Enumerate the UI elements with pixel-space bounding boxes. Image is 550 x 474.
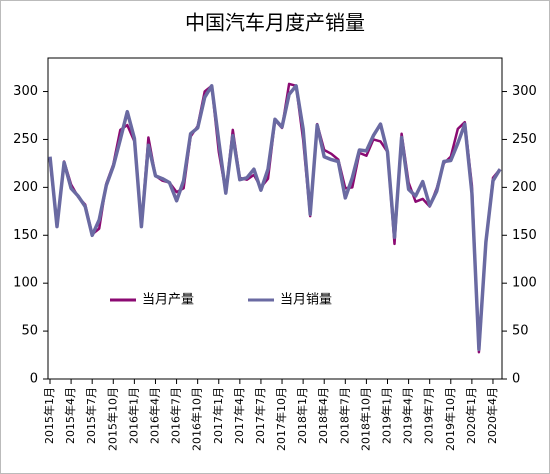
y2-tick-label: 100 — [512, 276, 537, 291]
y2-tick-label: 300 — [512, 84, 537, 99]
x-tick-label: 2017年1月 — [211, 387, 225, 444]
x-tick-label: 2017年4月 — [232, 387, 246, 444]
y2-tick-label: 150 — [512, 228, 537, 243]
x-tick-label: 2018年10月 — [358, 387, 372, 451]
y-tick-label: 0 — [30, 372, 38, 387]
y-tick-label: 250 — [13, 132, 38, 147]
x-tick-label: 2018年4月 — [316, 387, 330, 444]
y2-tick-label: 200 — [512, 180, 537, 195]
y2-tick-label: 0 — [512, 372, 520, 387]
x-tick-label: 2015年1月 — [42, 387, 56, 444]
y-tick-label: 200 — [13, 180, 38, 195]
x-tick-label: 2019年10月 — [443, 387, 457, 451]
series-line — [48, 84, 502, 352]
x-tick-label: 2017年10月 — [274, 387, 288, 451]
x-tick-label: 2017年7月 — [253, 387, 267, 444]
x-tick-label: 2019年1月 — [380, 387, 394, 444]
x-tick-label: 2016年1月 — [126, 387, 140, 444]
x-tick-label: 2018年1月 — [295, 387, 309, 444]
y-tick-label: 100 — [13, 276, 38, 291]
y-tick-label: 300 — [13, 84, 38, 99]
legend-label: 当月产量 — [142, 293, 194, 308]
x-tick-label: 2020年1月 — [464, 387, 478, 444]
y-tick-label: 50 — [21, 324, 38, 339]
x-tick-label: 2019年4月 — [401, 387, 415, 444]
y2-tick-label: 250 — [512, 132, 537, 147]
chart-title: 中国汽车月度产销量 — [185, 11, 365, 35]
plot-area — [47, 57, 503, 380]
x-tick-label: 2015年4月 — [63, 387, 77, 444]
y2-tick-label: 50 — [512, 324, 529, 339]
x-tick-label: 2020年4月 — [485, 387, 499, 444]
x-tick-label: 2016年10月 — [190, 387, 204, 451]
x-tick-label: 2016年4月 — [147, 387, 161, 444]
x-tick-label: 2015年10月 — [105, 387, 119, 451]
legend-label: 当月销量 — [280, 293, 332, 308]
x-tick-label: 2018年7月 — [337, 387, 351, 444]
x-tick-label: 2019年7月 — [422, 387, 436, 444]
x-tick-label: 2016年7月 — [169, 387, 183, 444]
y-tick-label: 150 — [13, 228, 38, 243]
x-tick-label: 2015年7月 — [84, 387, 98, 444]
